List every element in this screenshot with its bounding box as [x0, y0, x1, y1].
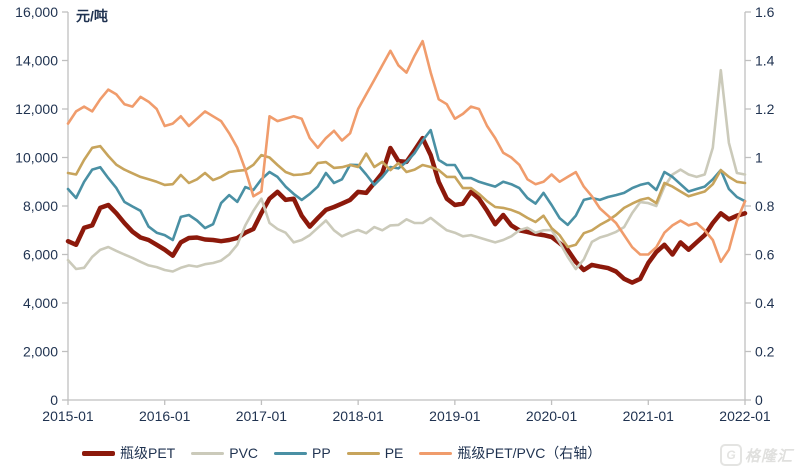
y-axis-tick-label: 2,000: [23, 344, 58, 360]
watermark: G 格隆汇: [720, 444, 793, 466]
y-axis-tick-label: 16,000: [15, 4, 58, 20]
x-axis-tick-label: 2020-01: [526, 408, 578, 424]
legend-item-pp: PP: [274, 445, 331, 461]
watermark-text: 格隆汇: [745, 447, 794, 465]
legend-label-pet: 瓶级PET: [120, 445, 176, 461]
x-axis-tick-label: 2022-01: [719, 408, 771, 424]
legend-item-pe: PE: [346, 445, 404, 461]
legend-swatch-pe: [346, 451, 380, 455]
legend-label-pe: PE: [384, 445, 404, 461]
y-axis-tick-label: 14,000: [15, 53, 58, 69]
series-line-pvc: [66, 68, 747, 273]
legend-swatch-pet-pvc-ratio: [419, 451, 453, 455]
series-line-pe: [66, 144, 747, 249]
y-axis-tick-label: 12,000: [15, 101, 58, 117]
x-axis-tick-label: 2018-01: [332, 408, 384, 424]
y-axis-tick-label: 8,000: [23, 198, 58, 214]
right-axis-tick-label: 1.6: [755, 4, 775, 20]
y-axis-tick-label: 10,000: [15, 150, 58, 166]
legend-label-pet-pvc-ratio: 瓶级PET/PVC（右轴）: [457, 445, 602, 461]
right-axis-tick-label: 0: [755, 392, 763, 408]
y-axis-tick-label: 4,000: [23, 295, 58, 311]
legend-label-pp: PP: [312, 445, 331, 461]
x-axis-tick-label: 2015-01: [42, 408, 94, 424]
series-line-pet-pvc-ratio: [66, 39, 747, 264]
x-axis-tick-label: 2016-01: [139, 408, 191, 424]
chart-legend: 瓶级PET PVC PP PE 瓶级PET/PVC（右轴）: [82, 443, 601, 463]
right-axis-tick-label: 0.6: [755, 247, 775, 263]
right-axis-tick-label: 1.4: [755, 53, 775, 69]
right-axis-tick-label: 0.2: [755, 344, 775, 360]
legend-swatch-pet: [82, 450, 115, 456]
legend-swatch-pvc: [191, 451, 225, 455]
legend-item-pet-pvc-ratio: 瓶级PET/PVC（右轴）: [419, 443, 601, 463]
right-axis-tick-label: 1: [755, 150, 763, 166]
y-axis-tick-label: 6,000: [23, 247, 58, 263]
y-axis-unit-label: 元/吨: [76, 8, 108, 24]
x-axis-tick-label: 2019-01: [429, 408, 481, 424]
series-line-pet: [65, 135, 748, 285]
legend-swatch-pp: [274, 451, 308, 455]
series-line-pp: [66, 128, 747, 242]
x-axis-tick-label: 2021-01: [623, 408, 675, 424]
x-axis-tick-label: 2017-01: [236, 408, 288, 424]
right-axis-tick-label: 0.4: [755, 295, 775, 311]
right-axis-tick-label: 1.2: [755, 101, 775, 117]
right-axis-tick-label: 0.8: [755, 198, 775, 214]
y-axis-tick-label: 0: [50, 392, 58, 408]
legend-label-pvc: PVC: [229, 445, 259, 461]
legend-item-pvc: PVC: [191, 445, 258, 461]
gelonghui-logo-icon: G: [720, 444, 742, 466]
legend-item-pet: 瓶级PET: [82, 443, 175, 463]
